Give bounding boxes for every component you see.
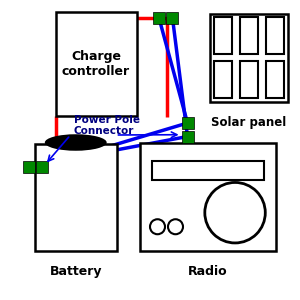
Text: Power Pole: Power Pole [74,115,140,125]
Ellipse shape [45,134,107,151]
Bar [214,17,232,54]
Bar [240,61,258,98]
Bar [34,144,117,250]
Text: Connector: Connector [74,125,134,136]
Bar [153,12,165,24]
Circle shape [150,219,165,234]
Bar [240,17,258,54]
Bar [22,160,34,172]
Bar [214,61,232,98]
Bar [210,14,288,102]
Circle shape [205,182,265,243]
Bar [152,161,264,180]
Text: Battery: Battery [50,265,102,278]
Bar [182,130,194,142]
Bar [167,12,178,24]
Bar [266,17,284,54]
Bar [266,61,284,98]
Text: Charge
controller: Charge controller [62,50,130,78]
Bar [36,160,48,172]
Bar [56,12,136,116]
Text: Solar panel: Solar panel [212,116,286,130]
Bar [140,142,276,250]
Text: Radio: Radio [188,265,228,278]
Bar [182,117,194,129]
Circle shape [168,219,183,234]
